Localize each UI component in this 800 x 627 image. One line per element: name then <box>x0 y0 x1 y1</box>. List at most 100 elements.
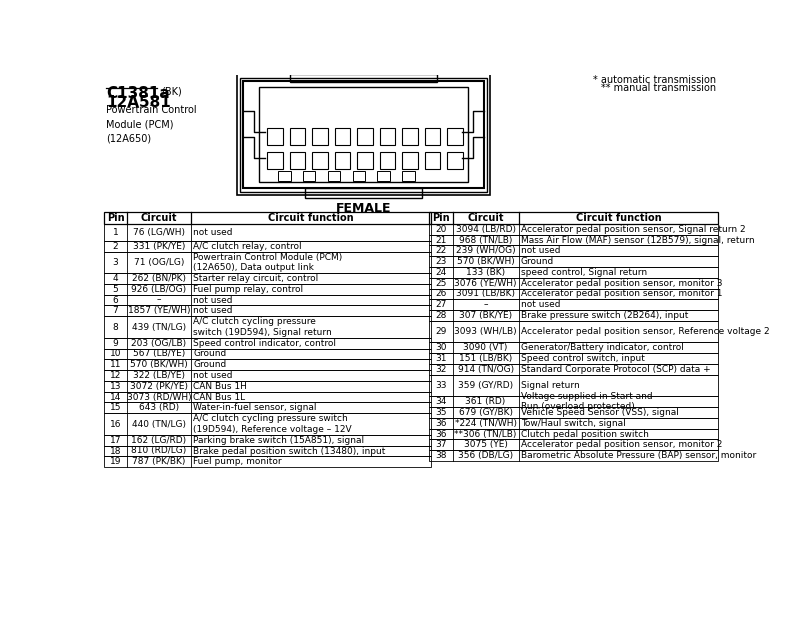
Text: Vehicle Speed Sensor (VSS), signal: Vehicle Speed Sensor (VSS), signal <box>521 408 678 417</box>
Text: 679 (GY/BK): 679 (GY/BK) <box>458 408 513 417</box>
Text: Brake pressure switch (2B264), input: Brake pressure switch (2B264), input <box>521 311 688 320</box>
Text: Pin: Pin <box>106 213 124 223</box>
Text: 5: 5 <box>113 285 118 294</box>
Text: 37: 37 <box>435 440 446 450</box>
Text: Standard Corporate Protocol (SCP) data +: Standard Corporate Protocol (SCP) data + <box>521 365 710 374</box>
Bar <box>430 375 718 396</box>
Text: 3075 (YE): 3075 (YE) <box>464 440 507 450</box>
Text: 203 (OG/LB): 203 (OG/LB) <box>131 339 186 348</box>
Text: 307 (BK/YE): 307 (BK/YE) <box>459 311 512 320</box>
Text: Ground: Ground <box>521 257 554 266</box>
Text: not used: not used <box>193 371 233 380</box>
Bar <box>104 251 431 273</box>
Text: **306 (TN/LB): **306 (TN/LB) <box>454 429 517 438</box>
Text: CAN Bus 1L: CAN Bus 1L <box>193 393 245 402</box>
Text: Brake pedal position switch (13480), input: Brake pedal position switch (13480), inp… <box>193 446 386 455</box>
Text: 926 (LB/OG): 926 (LB/OG) <box>131 285 186 294</box>
Bar <box>104 349 431 359</box>
Text: 18: 18 <box>110 446 122 455</box>
Bar <box>425 128 440 145</box>
Text: 3093 (WH/LB): 3093 (WH/LB) <box>454 327 517 336</box>
Bar <box>430 396 718 407</box>
Bar <box>104 305 431 316</box>
Bar <box>447 152 462 169</box>
Bar <box>430 342 718 353</box>
Text: 151 (LB/BK): 151 (LB/BK) <box>459 354 512 363</box>
Text: A/C clutch relay, control: A/C clutch relay, control <box>193 241 302 251</box>
Bar <box>430 407 718 418</box>
Text: 38: 38 <box>435 451 446 460</box>
Text: 22: 22 <box>435 246 446 255</box>
Text: 3072 (PK/YE): 3072 (PK/YE) <box>130 382 188 391</box>
Text: 1: 1 <box>113 228 118 237</box>
Text: 8: 8 <box>113 322 118 332</box>
Text: 3076 (YE/WH): 3076 (YE/WH) <box>454 278 517 288</box>
Bar <box>243 81 484 189</box>
Text: –: – <box>483 300 488 309</box>
Text: 9: 9 <box>113 339 118 348</box>
Text: 13: 13 <box>110 382 122 391</box>
Text: 30: 30 <box>435 344 446 352</box>
Text: A/C clutch cycling pressure switch
(19D594), Reference voltage – 12V: A/C clutch cycling pressure switch (19D5… <box>193 414 352 434</box>
Bar <box>430 245 718 256</box>
Bar <box>430 418 718 429</box>
Bar <box>312 128 328 145</box>
Text: 17: 17 <box>110 436 122 445</box>
Text: Mass Air Flow (MAF) sensor (12B579), signal, return: Mass Air Flow (MAF) sensor (12B579), sig… <box>521 236 754 245</box>
Text: 4: 4 <box>113 274 118 283</box>
Bar <box>430 353 718 364</box>
Bar <box>430 224 718 234</box>
Text: 27: 27 <box>435 300 446 309</box>
Bar <box>430 256 718 267</box>
Text: C1381a: C1381a <box>106 86 170 101</box>
Text: Ground: Ground <box>193 349 226 359</box>
Text: Accelerator pedal position sensor, monitor 1: Accelerator pedal position sensor, monit… <box>521 290 722 298</box>
Text: 26: 26 <box>435 290 446 298</box>
Text: 34: 34 <box>435 398 446 406</box>
Text: 29: 29 <box>435 327 446 336</box>
Bar <box>430 278 718 288</box>
Text: * automatic transmission: * automatic transmission <box>593 75 716 85</box>
Text: Speed control switch, input: Speed control switch, input <box>521 354 645 363</box>
Text: 11: 11 <box>110 361 122 369</box>
Text: 7: 7 <box>113 307 118 315</box>
Bar <box>447 128 462 145</box>
Bar <box>328 172 340 181</box>
Text: 3090 (VT): 3090 (VT) <box>463 344 508 352</box>
Bar <box>104 392 431 403</box>
Text: 12A581: 12A581 <box>106 95 171 110</box>
Text: Accelerator pedal position sensor, Signal return 2: Accelerator pedal position sensor, Signa… <box>521 224 746 234</box>
Text: A/C clutch cycling pressure
switch (19D594), Signal return: A/C clutch cycling pressure switch (19D5… <box>193 317 332 337</box>
Text: 25: 25 <box>435 278 446 288</box>
Bar <box>303 172 315 181</box>
Bar <box>430 450 718 461</box>
Bar <box>267 128 283 145</box>
Bar <box>306 187 422 198</box>
Text: Water-in-fuel sensor, signal: Water-in-fuel sensor, signal <box>193 403 317 413</box>
Text: 356 (DB/LG): 356 (DB/LG) <box>458 451 513 460</box>
Text: 76 (LG/WH): 76 (LG/WH) <box>133 228 185 237</box>
Text: 440 (TN/LG): 440 (TN/LG) <box>132 419 186 428</box>
Text: Circuit function: Circuit function <box>576 213 662 223</box>
Bar <box>259 87 468 182</box>
Text: Parking brake switch (15A851), signal: Parking brake switch (15A851), signal <box>193 436 364 445</box>
Text: ** manual transmission: ** manual transmission <box>601 83 716 93</box>
Text: speed control, Signal return: speed control, Signal return <box>521 268 647 277</box>
Bar <box>267 152 283 169</box>
Bar <box>104 338 431 349</box>
Bar <box>430 364 718 375</box>
Text: 162 (LG/RD): 162 (LG/RD) <box>131 436 186 445</box>
Text: 361 (RD): 361 (RD) <box>466 398 506 406</box>
Bar <box>104 456 431 467</box>
Text: 331 (PK/YE): 331 (PK/YE) <box>133 241 185 251</box>
Text: 262 (BN/PK): 262 (BN/PK) <box>132 274 186 283</box>
Text: FEMALE: FEMALE <box>336 203 391 215</box>
Bar <box>290 75 437 82</box>
Text: Powertrain Control
Module (PCM)
(12A650): Powertrain Control Module (PCM) (12A650) <box>106 105 197 144</box>
Bar <box>430 440 718 450</box>
Text: Starter relay circuit, control: Starter relay circuit, control <box>193 274 318 283</box>
Bar <box>402 128 418 145</box>
Bar <box>358 128 373 145</box>
Bar <box>430 211 718 224</box>
Text: 3: 3 <box>113 258 118 267</box>
